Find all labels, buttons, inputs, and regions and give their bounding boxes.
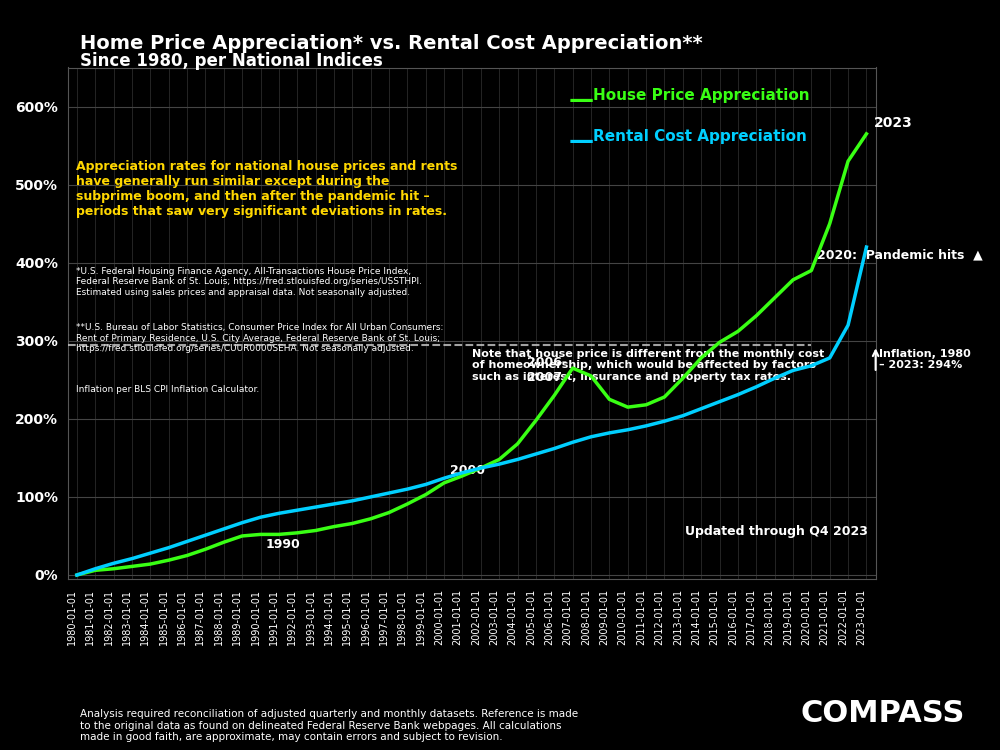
Text: Inflation, 1980
– 2023: 294%: Inflation, 1980 – 2023: 294% [879, 349, 971, 370]
Text: —: — [569, 88, 594, 112]
Text: *U.S. Federal Housing Finance Agency, All-Transactions House Price Index,
Federa: *U.S. Federal Housing Finance Agency, Al… [76, 267, 422, 297]
Text: House Price Appreciation: House Price Appreciation [593, 88, 809, 103]
Text: COMPASS: COMPASS [800, 698, 964, 728]
Text: Inflation per BLS CPI Inflation Calculator.: Inflation per BLS CPI Inflation Calculat… [76, 385, 259, 394]
Text: **U.S. Bureau of Labor Statistics, Consumer Price Index for All Urban Consumers:: **U.S. Bureau of Labor Statistics, Consu… [76, 323, 443, 353]
Text: 2023: 2023 [874, 116, 913, 130]
Text: 2020:  Pandemic hits  ▲: 2020: Pandemic hits ▲ [817, 248, 983, 261]
Text: Note that house price is different from the monthly cost
of homeownership, which: Note that house price is different from … [472, 349, 824, 382]
Text: Rental Cost Appreciation: Rental Cost Appreciation [593, 129, 807, 144]
Text: 1990: 1990 [266, 538, 301, 551]
Text: Updated through Q4 2023: Updated through Q4 2023 [685, 525, 868, 538]
Text: Home Price Appreciation* vs. Rental Cost Appreciation**: Home Price Appreciation* vs. Rental Cost… [80, 34, 703, 53]
Text: Appreciation rates for national house prices and rents
have generally run simila: Appreciation rates for national house pr… [76, 160, 457, 218]
Text: 2000: 2000 [450, 464, 485, 476]
Text: Analysis required reconciliation of adjusted quarterly and monthly datasets. Ref: Analysis required reconciliation of adju… [80, 710, 578, 742]
Text: —: — [569, 129, 594, 153]
Text: Since 1980, per National Indices: Since 1980, per National Indices [80, 53, 383, 70]
Text: 2006-
2007: 2006- 2007 [527, 356, 567, 384]
